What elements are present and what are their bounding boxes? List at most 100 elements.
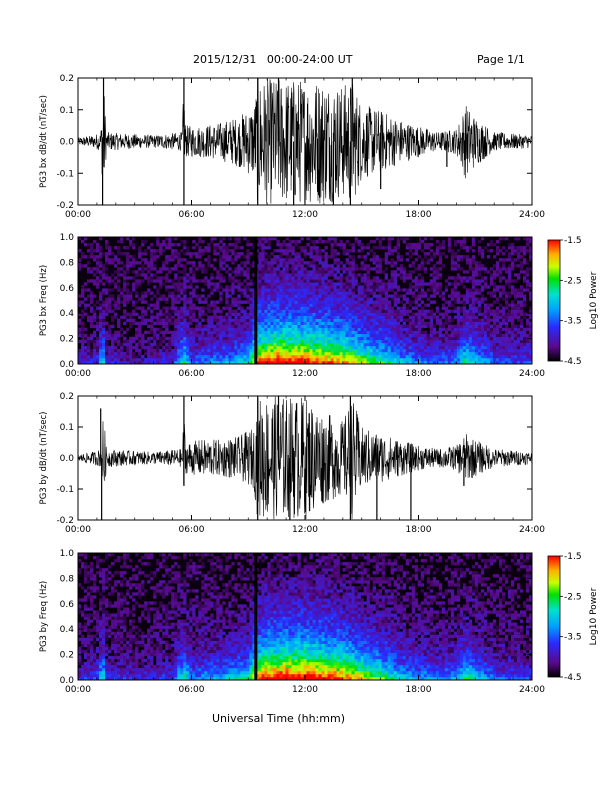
heatmap-cell — [399, 312, 404, 316]
heatmap-cell — [297, 273, 301, 277]
heatmap-cell — [126, 318, 130, 322]
heatmap-cell — [396, 309, 401, 313]
heatmap-cell — [483, 357, 488, 362]
heatmap-cell — [528, 252, 532, 256]
heatmap-cell — [285, 273, 289, 277]
heatmap-cell — [363, 258, 367, 262]
heatmap-cell — [129, 351, 133, 356]
heatmap-cell — [195, 333, 199, 338]
heatmap-cell — [417, 360, 422, 364]
heatmap-cell — [222, 258, 226, 262]
heatmap-cell — [93, 273, 97, 277]
heatmap-cell — [279, 246, 283, 250]
heatmap-cell — [312, 348, 316, 353]
heatmap-cell — [237, 297, 241, 301]
heatmap-cell — [297, 315, 301, 319]
heatmap-cell — [216, 309, 220, 313]
heatmap-cell — [507, 273, 512, 277]
heatmap-cell — [129, 264, 133, 268]
heatmap-cell — [501, 312, 506, 316]
heatmap-cell — [438, 345, 443, 350]
heatmap-cell — [276, 270, 280, 274]
heatmap-cell — [93, 282, 97, 286]
heatmap-cell — [204, 339, 208, 344]
heatmap-cell — [480, 351, 485, 356]
heatmap-cell — [156, 336, 160, 341]
heatmap-cell — [318, 255, 322, 259]
heatmap-cell — [288, 297, 292, 301]
heatmap-cell — [453, 276, 458, 280]
heatmap-cell — [144, 321, 148, 325]
heatmap-cell — [297, 246, 301, 250]
heatmap-cell — [390, 324, 394, 329]
heatmap-cell — [141, 297, 145, 301]
heatmap-cell — [291, 270, 295, 274]
heatmap-cell — [366, 264, 370, 268]
heatmap-cell — [327, 351, 331, 356]
heatmap-cell — [519, 318, 524, 322]
heatmap-cell — [288, 294, 292, 298]
heatmap-cell — [381, 342, 385, 347]
heatmap-cell — [117, 252, 121, 256]
heatmap-cell — [495, 288, 500, 292]
heatmap-cell — [171, 303, 175, 307]
heatmap-cell — [330, 300, 334, 304]
heatmap-cell — [276, 321, 280, 325]
heatmap-cell — [252, 336, 256, 341]
heatmap-cell — [333, 327, 337, 332]
heatmap-cell — [279, 291, 283, 295]
heatmap-cell — [402, 327, 407, 332]
heatmap-cell — [150, 351, 154, 356]
heatmap-cell — [348, 351, 352, 356]
heatmap-cell — [372, 258, 376, 262]
heatmap-cell — [366, 345, 370, 350]
heatmap-cell — [324, 324, 328, 329]
heatmap-cell — [108, 351, 112, 356]
heatmap-cell — [270, 327, 274, 332]
heatmap-cell — [228, 258, 232, 262]
heatmap-cell — [414, 342, 419, 347]
heatmap-cell — [396, 246, 401, 250]
heatmap-cell — [387, 318, 391, 322]
heatmap-cell — [219, 249, 223, 253]
heatmap-cell — [249, 336, 253, 341]
heatmap-cell — [156, 318, 160, 322]
heatmap-cell — [132, 285, 136, 289]
heatmap-cell — [324, 297, 328, 301]
heatmap-cell — [375, 264, 379, 268]
heatmap-cell — [234, 309, 238, 313]
heatmap-cell — [351, 297, 355, 301]
heatmap-cell — [390, 360, 394, 364]
heatmap-cell — [351, 273, 355, 277]
heatmap-cell — [411, 360, 416, 364]
heatmap-cell — [225, 294, 229, 298]
heatmap-cell — [156, 237, 160, 241]
heatmap-cell — [279, 309, 283, 313]
heatmap-cell — [459, 282, 464, 286]
heatmap-cell — [168, 339, 172, 344]
heatmap-cell — [303, 342, 307, 347]
heatmap-cell — [207, 309, 211, 313]
heatmap-cell — [249, 291, 253, 295]
heatmap-cell — [471, 237, 476, 241]
heatmap-cell — [426, 315, 431, 319]
heatmap-cell — [297, 327, 301, 332]
heatmap-cell — [225, 318, 229, 322]
heatmap-cell — [192, 264, 196, 268]
heatmap-cell — [438, 273, 443, 277]
heatmap-cell — [309, 261, 313, 265]
heatmap-cell — [444, 318, 449, 322]
heatmap-cell — [240, 288, 244, 292]
x-tick-label: 06:00 — [179, 369, 205, 379]
heatmap-cell — [96, 339, 100, 344]
heatmap-cell — [231, 327, 235, 332]
heatmap-cell — [417, 255, 422, 259]
heatmap-cell — [366, 327, 370, 332]
heatmap-cell — [495, 261, 500, 265]
heatmap-cell — [471, 249, 476, 253]
heatmap-cell — [237, 240, 241, 244]
heatmap-cell — [516, 333, 521, 338]
heatmap-cell — [495, 339, 500, 344]
heatmap-cell — [474, 324, 479, 329]
heatmap-cell — [315, 249, 319, 253]
